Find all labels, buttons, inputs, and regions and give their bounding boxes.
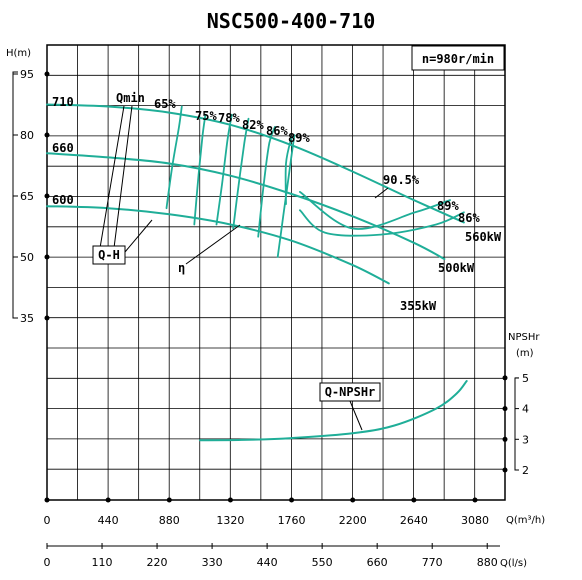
flow-m3h-tick-label: 880 bbox=[159, 514, 180, 527]
flow-m3h-tick-label: 3080 bbox=[461, 514, 489, 527]
efficiency-iso-line bbox=[232, 117, 250, 230]
qmin-label: Qmin bbox=[116, 91, 145, 105]
eff-label-89-right: 89% bbox=[437, 199, 459, 213]
qh-label-box bbox=[92, 245, 126, 265]
head-tick-label: 80 bbox=[20, 129, 34, 142]
npshr-curve bbox=[198, 380, 468, 442]
npshr-tick-label: 3 bbox=[522, 433, 529, 446]
impeller-label-600: 600 bbox=[52, 193, 74, 207]
eta-label: η bbox=[178, 261, 185, 275]
eff-label-90-5: 90.5% bbox=[383, 173, 420, 187]
flow-m3h-axis-label: Q(m³/h) bbox=[506, 515, 545, 526]
flow-m3h-tick-label: 440 bbox=[98, 514, 119, 527]
flow-m3h-tick-label: 2200 bbox=[339, 514, 367, 527]
head-tick-dot bbox=[44, 132, 50, 138]
npshr-tick-dot bbox=[502, 375, 508, 381]
flow-m3h-tick-dot bbox=[350, 497, 356, 503]
head-curve-660 bbox=[46, 152, 446, 260]
eff-label-65: 65% bbox=[154, 97, 176, 111]
flow-ls-tick-label: 330 bbox=[202, 556, 223, 569]
flow-m3h-tick-dot bbox=[472, 497, 478, 503]
npshr-axis-label-line1: NPSHr bbox=[508, 332, 540, 343]
flow-m3h-tick-dot bbox=[411, 497, 417, 503]
impeller-label-660: 660 bbox=[52, 141, 74, 155]
head-curve-710 bbox=[46, 103, 465, 224]
flow-m3h-tick-label: 1760 bbox=[278, 514, 306, 527]
head-tick-dot bbox=[44, 193, 50, 199]
plot-grid bbox=[47, 45, 505, 500]
efficiency-iso-line bbox=[215, 113, 233, 226]
flow-m3h-tick-label: 0 bbox=[44, 514, 51, 527]
qh-label: Q-H bbox=[98, 248, 120, 262]
eff-label-86: 86% bbox=[266, 124, 288, 138]
flow-m3h-tick-labels: 0 440 880 1320 1760 2200 2640 3080 bbox=[44, 497, 489, 527]
flow-m3h-tick-dot bbox=[105, 497, 111, 503]
npshr-tick-label: 5 bbox=[522, 372, 529, 385]
flow-ls-tick-labels: 0 110 220 330 440 550 660 770 880 bbox=[44, 543, 498, 569]
npshr-tick-dot bbox=[502, 436, 508, 442]
impeller-label-710: 710 bbox=[52, 95, 74, 109]
head-tick-label: 50 bbox=[20, 251, 34, 264]
efficiency-iso-line bbox=[257, 126, 276, 238]
flow-m3h-tick-dot bbox=[227, 497, 233, 503]
eff-label-89: 89% bbox=[288, 131, 310, 145]
head-tick-dot bbox=[44, 315, 50, 321]
efficiency-iso-line bbox=[193, 113, 207, 226]
npshr-curve-label: Q-NPSHr bbox=[325, 385, 376, 399]
flow-m3h-tick-dot bbox=[166, 497, 172, 503]
speed-label: n=980r/min bbox=[422, 52, 494, 66]
efficiency-contour bbox=[284, 136, 293, 205]
flow-ls-tick-label: 770 bbox=[422, 556, 443, 569]
npshr-tick-dot bbox=[502, 406, 508, 412]
flow-ls-tick-label: 660 bbox=[367, 556, 388, 569]
head-tick-label: 95 bbox=[20, 68, 34, 81]
npshr-tick-labels: 5 4 3 2 bbox=[502, 372, 529, 477]
plot-frame bbox=[46, 44, 506, 501]
head-tick-dot bbox=[44, 254, 50, 260]
head-tick-label: 65 bbox=[20, 190, 34, 203]
npshr-tick-dot bbox=[502, 467, 508, 473]
eff-label-86-right: 86% bbox=[458, 211, 480, 225]
head-tick-label: 35 bbox=[20, 312, 34, 325]
efficiency-contour bbox=[299, 209, 465, 237]
flow-m3h-tick-dot bbox=[289, 497, 295, 503]
flow-ls-tick-label: 220 bbox=[147, 556, 168, 569]
power-label-500kw: 500kW bbox=[438, 261, 475, 275]
flow-ls-axis-label: Q(l/s) bbox=[500, 558, 527, 569]
head-axis-label: H(m) bbox=[6, 48, 31, 59]
npshr-axis: NPSHr (m) bbox=[508, 332, 540, 471]
speed-label-box: n=980r/min bbox=[411, 45, 505, 71]
power-label-560kw: 560kW bbox=[465, 230, 502, 244]
head-tick-dot bbox=[44, 71, 50, 77]
curve-annotations: 710 660 600 Qmin 65% 75% 78% 82% 86% 89%… bbox=[52, 91, 502, 431]
npshr-tick-label: 2 bbox=[522, 464, 529, 477]
efficiency-contour bbox=[299, 191, 451, 230]
flow-ls-tick-label: 0 bbox=[44, 556, 51, 569]
efficiency-iso-line bbox=[165, 105, 183, 210]
flow-ls-tick-label: 110 bbox=[92, 556, 113, 569]
eff-label-82: 82% bbox=[242, 118, 264, 132]
flow-ls-tick-label: 880 bbox=[477, 556, 498, 569]
head-tick-labels: 95 80 65 50 35 bbox=[13, 68, 50, 325]
npshr-tick-label: 4 bbox=[522, 403, 529, 416]
flow-ls-tick-label: 550 bbox=[312, 556, 333, 569]
chart-title: NSC500-400-710 bbox=[207, 9, 376, 33]
eff-label-75: 75% bbox=[195, 109, 217, 123]
performance-curves bbox=[46, 103, 468, 442]
eff-label-78: 78% bbox=[218, 111, 240, 125]
npshr-axis-label-line2: (m) bbox=[516, 348, 534, 359]
head-curve-600 bbox=[46, 205, 390, 285]
power-label-355kw: 355kW bbox=[400, 299, 437, 313]
flow-m3h-tick-label: 1320 bbox=[216, 514, 244, 527]
flow-m3h-tick-dot bbox=[44, 497, 50, 503]
head-axis: H(m) bbox=[6, 48, 31, 319]
flow-ls-tick-label: 440 bbox=[257, 556, 278, 569]
flow-m3h-tick-label: 2640 bbox=[400, 514, 428, 527]
qmin-leader bbox=[99, 105, 133, 249]
